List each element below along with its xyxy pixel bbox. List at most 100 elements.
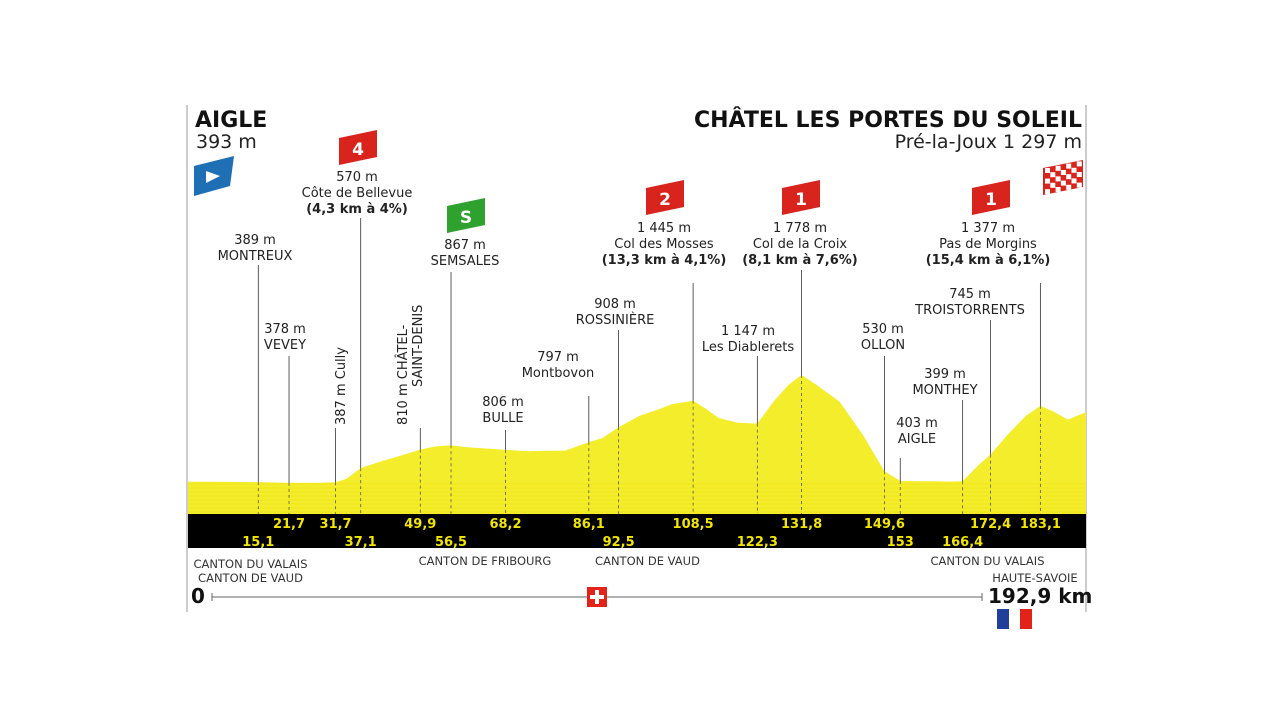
finish-place: Pré-la-Joux 1 297 m bbox=[894, 131, 1082, 153]
point-detail: (13,3 km à 4,1%) bbox=[601, 253, 727, 268]
km-bar bbox=[188, 514, 1086, 548]
point-label-col-de-la-croix: 1 778 m Col de la Croix (8,1 km à 7,6%) bbox=[730, 221, 870, 269]
point-name: Les Diablerets bbox=[701, 340, 795, 355]
finish-flag-square bbox=[1071, 178, 1077, 184]
point-name: Montbovon bbox=[521, 366, 595, 381]
point-altitude: 797 m bbox=[537, 350, 579, 365]
point-altitude: 1 377 m bbox=[960, 221, 1015, 236]
point-label-montreux: 389 m MONTREUX bbox=[205, 233, 305, 265]
point-altitude: 745 m bbox=[949, 287, 991, 302]
finish-flag-square bbox=[1066, 184, 1072, 190]
point-altitude: 1 147 m bbox=[720, 324, 775, 339]
km-marker-label: 153 bbox=[887, 535, 914, 550]
point-name: MONTHEY bbox=[912, 383, 978, 398]
distance-end-label: 192,9 km bbox=[988, 584, 1093, 608]
point-label-col-des-mosses: 1 445 m Col des Mosses (13,3 km à 4,1%) bbox=[594, 221, 734, 269]
point-name: ROSSINIÈRE bbox=[575, 313, 655, 328]
point-label-rossiniere: 908 m ROSSINIÈRE bbox=[560, 297, 670, 329]
point-altitude: 867 m bbox=[444, 238, 486, 253]
point-detail: (15,4 km à 6,1%) bbox=[925, 253, 1051, 268]
km-marker-label: 166,4 bbox=[942, 535, 983, 550]
finish-town-name: CHÂTEL LES PORTES DU SOLEIL bbox=[693, 108, 1082, 133]
finish-flag-square bbox=[1066, 163, 1072, 169]
km-marker-label: 15,1 bbox=[242, 535, 274, 550]
point-detail: (8,1 km à 7,6%) bbox=[742, 253, 858, 268]
point-label-montbovon: 797 m Montbovon bbox=[508, 350, 608, 382]
point-name: SEMSALES bbox=[430, 254, 500, 269]
start-altitude: 393 m bbox=[196, 131, 257, 153]
start-town-name: AIGLE bbox=[195, 108, 268, 133]
badge-shape bbox=[339, 130, 377, 165]
point-label-monthey: 399 m MONTHEY bbox=[900, 367, 990, 399]
point-altitude: 378 m bbox=[264, 322, 306, 337]
finish-flag-square bbox=[1055, 187, 1061, 192]
badge-category-label: 1 bbox=[795, 190, 807, 210]
point-altitude: 1 778 m bbox=[772, 221, 827, 236]
point-label-pas-de-morgins: 1 377 m Pas de Morgins (15,4 km à 6,1%) bbox=[918, 221, 1058, 269]
point-name-2: SAINT-DENIS bbox=[411, 304, 426, 387]
badge-shape bbox=[782, 180, 820, 215]
climb-category-badge-icon: 1 bbox=[972, 180, 1010, 215]
km-marker-label: 131,8 bbox=[781, 517, 822, 532]
km-marker-label: 56,5 bbox=[435, 535, 467, 550]
point-label-bulle: 806 m BULLE bbox=[458, 395, 548, 427]
finish-flag-square bbox=[1045, 168, 1050, 173]
checkered-flag-icon bbox=[1043, 160, 1083, 195]
km-marker-label: 122,3 bbox=[737, 535, 778, 550]
point-name: OLLON bbox=[860, 338, 906, 353]
finish-flag-square bbox=[1050, 172, 1056, 178]
point-label-semsales: 867 m SEMSALES bbox=[410, 238, 520, 270]
point-name: MONTREUX bbox=[217, 249, 293, 264]
finish-flag-square bbox=[1045, 189, 1050, 195]
point-name: CHÂTEL- bbox=[396, 324, 411, 380]
point-label-cote-de-bellevue: 570 m Côte de Bellevue (4,3 km à 4%) bbox=[272, 170, 442, 218]
finish-flag-square bbox=[1055, 176, 1061, 182]
finish-flag-square bbox=[1050, 182, 1056, 188]
km-label-layer: 15,1 21,7 31,7 37,1 49,9 56,5 68,2 86,1 92,5 108,… bbox=[242, 517, 1061, 550]
km-marker-label: 149,6 bbox=[864, 517, 905, 532]
point-label-vevey: 378 m VEVEY bbox=[240, 322, 330, 354]
finish-flag-square bbox=[1060, 170, 1066, 175]
climb-category-badge-icon: 4 bbox=[339, 130, 377, 165]
finish-flag-square bbox=[1071, 167, 1077, 173]
finish-flag-square bbox=[1076, 161, 1082, 167]
badge-category-label: 4 bbox=[352, 140, 364, 160]
region-label: CANTON DU VALAIS bbox=[193, 557, 308, 571]
km-marker-label: 37,1 bbox=[345, 535, 377, 550]
point-altitude: 570 m bbox=[336, 170, 378, 185]
region-valais-vaud: CANTON DU VALAIS CANTON DE VAUD bbox=[188, 557, 313, 585]
badge-category-label: S bbox=[460, 208, 472, 228]
point-altitude: 389 m bbox=[234, 233, 276, 248]
km-marker-label: 108,5 bbox=[673, 517, 714, 532]
point-altitude: 1 445 m bbox=[636, 221, 691, 236]
point-name: BULLE bbox=[482, 411, 524, 426]
finish-flag-square bbox=[1066, 174, 1072, 180]
climb-category-badge-icon: 1 bbox=[782, 180, 820, 215]
km-marker-label: 31,7 bbox=[320, 517, 352, 532]
finish-flag-square bbox=[1076, 172, 1082, 177]
french-flag-icon bbox=[997, 609, 1032, 629]
point-altitude: 403 m bbox=[896, 416, 938, 431]
point-altitude: 810 m bbox=[396, 383, 411, 425]
region-valais: CANTON DU VALAIS bbox=[930, 554, 1045, 568]
point-name: Pas de Morgins bbox=[939, 237, 1037, 252]
point-label-aigle: 403 m AIGLE bbox=[877, 416, 957, 448]
point-name: AIGLE bbox=[897, 432, 937, 447]
point-altitude: 908 m bbox=[594, 297, 636, 312]
km-marker-label: 92,5 bbox=[603, 535, 635, 550]
region-haute-savoie: HAUTE-SAVOIE bbox=[992, 571, 1078, 585]
point-name: Col des Mosses bbox=[614, 237, 714, 252]
badge-category-label: 2 bbox=[659, 190, 671, 210]
badge-shape bbox=[447, 198, 485, 233]
point-label-chatel-saint-denis: 810 m CHÂTEL- SAINT-DENIS bbox=[396, 305, 426, 425]
elevation-profile-area bbox=[188, 375, 1086, 514]
point-name: VEVEY bbox=[263, 338, 307, 353]
badge-category-label: 1 bbox=[985, 190, 997, 210]
km-marker-label: 172,4 bbox=[970, 517, 1011, 532]
region-label: CANTON DE VAUD bbox=[198, 571, 303, 585]
profile-layer bbox=[188, 375, 1086, 514]
badge-shape bbox=[646, 180, 684, 215]
finish-flag-square bbox=[1076, 182, 1082, 188]
km-marker-label: 49,9 bbox=[404, 517, 436, 532]
